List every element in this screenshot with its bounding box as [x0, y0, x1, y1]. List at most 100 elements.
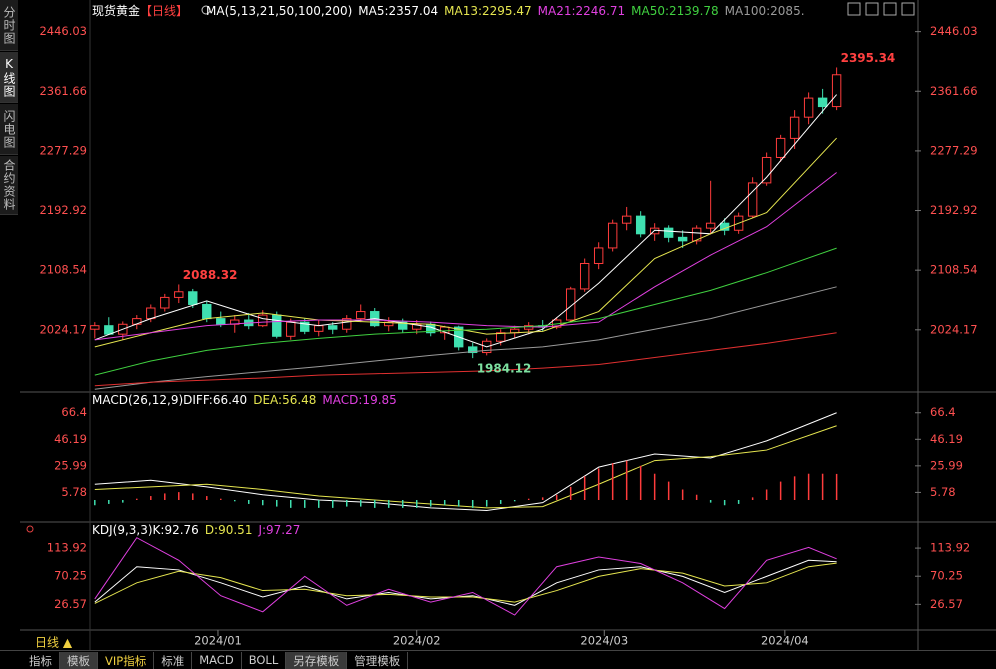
y-tick-label-right: 2361.66	[930, 84, 978, 98]
candle-body	[286, 321, 296, 337]
annotation: 2395.34	[841, 51, 896, 65]
x-tick-label: 2024/03	[580, 634, 628, 648]
candle-body	[90, 325, 100, 330]
y-tick-label-right: 2446.03	[930, 24, 978, 38]
side-tab[interactable]: 分时图	[0, 0, 18, 51]
settings-icon[interactable]	[201, 5, 211, 15]
indicator-line	[94, 559, 837, 606]
footer-tab[interactable]: VIP指标	[98, 652, 155, 669]
y-tick-label-right: 2277.29	[930, 143, 978, 157]
footer-tab[interactable]: 标准	[154, 652, 193, 669]
candle-body	[384, 321, 394, 327]
candle-body	[691, 227, 702, 242]
candle-body	[160, 296, 170, 309]
y-tick-label: 2108.54	[39, 263, 87, 277]
indicator-line	[94, 286, 837, 390]
y-tick-label: 2192.92	[39, 203, 87, 217]
legend-entry: DIFF:66.40	[183, 393, 248, 407]
y-tick-label-right: 2108.54	[930, 263, 978, 277]
annotation: 2088.32	[183, 268, 238, 282]
candle-body	[258, 314, 268, 327]
footer-tab[interactable]: MACD	[192, 652, 242, 669]
x-tick-label: 2024/01	[194, 634, 242, 648]
y-tick-label-right: 70.25	[930, 569, 963, 583]
side-tab[interactable]: 合约资料	[0, 156, 18, 215]
candle-body	[314, 325, 324, 332]
indicator-line	[94, 412, 837, 512]
y-tick-label: 2361.66	[39, 84, 87, 98]
legend-entry: MA50:2139.78	[631, 4, 719, 18]
legend-entry: MA5:2357.04	[358, 4, 439, 18]
candle-body	[356, 311, 366, 320]
indicator-line	[94, 562, 837, 604]
y-tick-label: 2024.17	[39, 322, 87, 336]
indicator-line	[94, 137, 837, 348]
legend: 现货黄金【日线】 MA(5,13,21,50,100,200) MA5:2357.0…	[92, 2, 811, 19]
tool-button[interactable]	[883, 2, 897, 16]
y-tick-label-right: 46.19	[930, 432, 963, 446]
panel-icon	[26, 525, 34, 533]
x-tick-label: 2024/04	[761, 634, 809, 648]
tab-bar: 指标 模板 VIP指标 标准 MACD BOLL 另存模板 管理模板	[22, 652, 409, 669]
y-tick-label: 5.78	[61, 485, 87, 499]
legend-entry: D:90.51	[204, 523, 253, 537]
y-tick-label: 66.4	[61, 405, 87, 419]
legend-entry: MA100:2085.	[724, 4, 805, 18]
candle-body	[342, 318, 352, 330]
candle-body	[496, 332, 506, 342]
legend-title: MACD(26,12,9)	[92, 393, 184, 407]
candle-body	[593, 247, 604, 264]
divider	[0, 650, 996, 651]
y-tick-label-right: 66.4	[930, 405, 956, 419]
candle-body	[468, 346, 478, 354]
candle-body	[635, 215, 646, 235]
side-tab[interactable]: K线图	[0, 52, 18, 103]
candle-body	[607, 222, 618, 249]
y-tick-label: 113.92	[47, 541, 87, 555]
legend-entry: MA13:2295.47	[444, 4, 532, 18]
candle-body	[398, 321, 408, 330]
candle-body	[761, 156, 772, 184]
candle-body	[565, 288, 576, 321]
indicator-line	[94, 172, 837, 341]
y-tick-label-right: 2192.92	[930, 203, 978, 217]
candle-body	[188, 291, 198, 305]
legend-indicator: MA(5,13,21,50,100,200)	[206, 4, 353, 18]
y-tick-label: 70.25	[54, 569, 87, 583]
legend-period: 【日线】	[140, 4, 189, 18]
candle-body	[747, 182, 758, 217]
candle-body	[146, 307, 156, 320]
candle-body	[579, 262, 590, 290]
indicator-line	[94, 425, 837, 509]
y-tick-label-right: 25.99	[930, 458, 963, 472]
legend: MACD(26,12,9)DIFF:66.40 DEA:56.48 MACD:19.…	[92, 393, 403, 407]
candle-body	[677, 236, 688, 242]
tool-button[interactable]	[865, 2, 879, 16]
timeframe[interactable]: 日线 ▲	[35, 636, 73, 650]
tool-button[interactable]	[847, 2, 861, 16]
footer-tab[interactable]: 模板	[60, 652, 98, 669]
x-tick-label: 2024/02	[393, 634, 441, 648]
footer-tab[interactable]: 管理模板	[347, 652, 409, 669]
candle-body	[803, 97, 814, 118]
legend-title: 现货黄金	[92, 4, 141, 18]
footer-tab[interactable]: 另存模板	[286, 652, 348, 669]
tool-button[interactable]	[901, 2, 915, 16]
indicator-line	[94, 537, 837, 616]
footer-tab[interactable]: 指标	[22, 652, 60, 669]
candle-body	[705, 222, 716, 229]
indicator-line	[94, 332, 837, 387]
candle-body	[789, 116, 800, 139]
legend: KDJ(9,3,3)K:92.76 D:90.51 J:97.27	[92, 523, 306, 537]
indicator-line	[94, 247, 837, 376]
side-tab[interactable]: 闪电图	[0, 104, 18, 155]
y-tick-label: 25.99	[54, 458, 87, 472]
legend-entry: MA21:2246.71	[537, 4, 626, 18]
candle-body	[202, 303, 212, 320]
legend-entry: K:92.76	[152, 523, 199, 537]
legend-entry: MACD:19.85	[322, 393, 397, 407]
footer-tab[interactable]: BOLL	[242, 652, 287, 669]
candle-body	[300, 321, 310, 332]
candle-body	[621, 215, 632, 224]
